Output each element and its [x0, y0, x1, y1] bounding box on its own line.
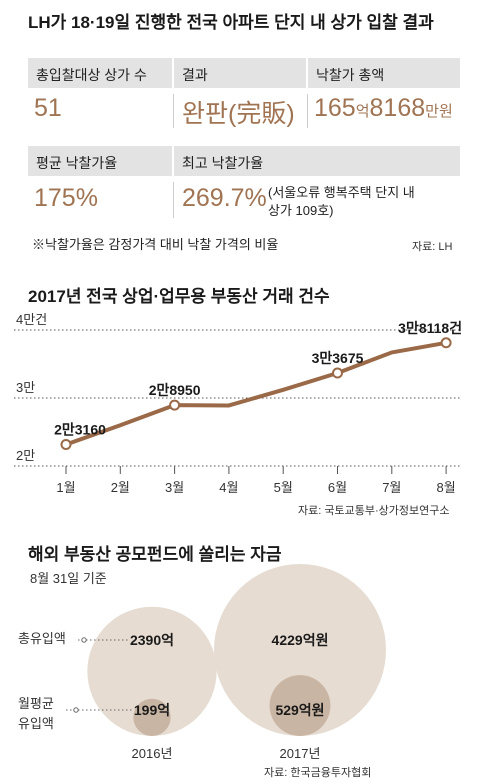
- line-chart: 2만 3만 4만건 2만3160 2만8950 3만3675 3만8118건 1월 2월 3월…: [14, 312, 462, 495]
- cell-header-avg-rate: 평균 낙찰가율: [28, 146, 172, 176]
- cell-label: 총입찰대상 상가 수: [36, 67, 147, 83]
- bubble-total: [214, 564, 386, 736]
- year-label: 2017년: [280, 746, 321, 761]
- cell-header-target-count: 총입찰대상 상가 수: [28, 58, 172, 88]
- divider: [173, 94, 174, 128]
- bubble-monthly-label: 529억원: [275, 702, 324, 718]
- y-tick-label: 2만: [16, 448, 35, 463]
- cell-label: 결과: [182, 67, 208, 83]
- x-tick-label: 8월: [436, 480, 455, 495]
- bubble-monthly: [133, 698, 171, 736]
- max-rate-value: 269.7%: [182, 184, 267, 212]
- target-count-value: 51: [34, 94, 62, 122]
- bubble-chart-title: 해외 부동산 공모펀드에 쏠리는 자금: [28, 545, 282, 564]
- source-molit: 자료: 국토교통부·상가정보연구소: [298, 505, 450, 517]
- source-kofia: 자료: 한국금융투자협회: [264, 767, 372, 779]
- data-point: [332, 367, 343, 379]
- line-chart-title: 2017년 전국 상업·업무용 부동산 거래 건수: [28, 287, 330, 306]
- max-rate-note: (서울오류 행복주택 단지 내 상가 109호): [268, 185, 415, 218]
- cell-header-result: 결과: [174, 58, 306, 88]
- data-point: [440, 337, 452, 349]
- footnote: ※낙찰가율은 감정가격 대비 낙찰 가격의 비율: [32, 237, 279, 252]
- avg-rate-value: 175%: [34, 184, 98, 212]
- data-label: 2만3160: [54, 422, 106, 438]
- row-label-total: 총유입액: [18, 631, 66, 646]
- leader-dot: [81, 637, 87, 643]
- year-label: 2016년: [132, 746, 173, 761]
- x-tick-label: 4월: [219, 480, 238, 495]
- x-tick-label: 6월: [328, 480, 347, 495]
- x-tick-label: 5월: [274, 480, 293, 495]
- data-point: [60, 439, 72, 451]
- data-point: [169, 399, 181, 411]
- bubble-monthly: [269, 675, 331, 736]
- cell-label: 낙찰가 총액: [316, 67, 385, 83]
- x-tick-label: 7월: [382, 480, 401, 495]
- result-value: 완판(完販): [182, 100, 295, 128]
- x-tick-label: 1월: [56, 480, 75, 495]
- section1-title: LH가 18·19일 진행한 전국 아파트 단지 내 상가 입찰 결과: [28, 13, 434, 32]
- data-label: 3만3675: [312, 350, 364, 366]
- bubble-chart-subtitle: 8월 31일 기준: [30, 571, 107, 586]
- cell-label: 평균 낙찰가율: [36, 155, 118, 171]
- bubble-total-label: 4229억원: [272, 632, 329, 648]
- x-tick-label: 2월: [111, 480, 130, 495]
- total-price-value: 165억8168만원: [314, 94, 453, 122]
- cell-label: 최고 낙찰가율: [182, 155, 264, 171]
- x-tick-label: 3월: [165, 480, 184, 495]
- data-label: 3만8118건: [398, 320, 462, 336]
- bubble-total: [87, 606, 217, 736]
- source-lh: 자료: LH: [412, 241, 453, 253]
- cell-header-max-rate: 최고 낙찰가율: [174, 146, 460, 176]
- cell-header-total-price: 낙찰가 총액: [308, 58, 460, 88]
- data-label: 2만8950: [149, 382, 201, 398]
- series-line: [64, 340, 449, 447]
- y-tick-label: 4만건: [16, 312, 47, 327]
- divider: [307, 94, 308, 128]
- bubble-chart: 2390억 199억 4229억원 529억원 2016년 2017년: [66, 564, 386, 761]
- leader-dot: [73, 707, 79, 713]
- bubble-total-label: 2390억: [130, 632, 174, 648]
- bubble-monthly-label: 199억: [134, 702, 170, 718]
- row-label-monthly: 월평균 유입액: [18, 696, 54, 731]
- divider: [173, 182, 174, 218]
- y-tick-label: 3만: [16, 380, 35, 395]
